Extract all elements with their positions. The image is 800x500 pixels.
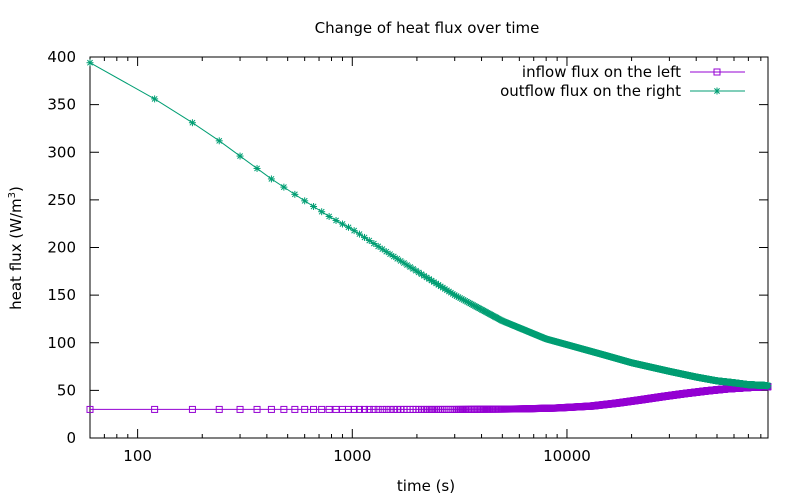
legend-label-inflow: inflow flux on the left: [522, 63, 681, 81]
series-line: [89, 62, 768, 387]
data-point: [350, 405, 358, 413]
y-tick-label: 350: [47, 96, 76, 114]
data-point: [365, 405, 373, 413]
data-point: [253, 405, 261, 413]
data-point: [332, 216, 340, 224]
data-point: [267, 405, 275, 413]
data-point: [370, 240, 378, 248]
data-point: [361, 405, 369, 413]
data-point: [374, 405, 382, 413]
data-point: [344, 223, 352, 231]
x-tick-label: 1000: [333, 447, 371, 465]
data-point: [764, 382, 772, 390]
legend: inflow flux on the left outflow flux on …: [500, 63, 745, 100]
series-outflow: [86, 59, 772, 390]
data-point: [86, 59, 94, 67]
data-point: [310, 203, 318, 211]
data-point: [386, 405, 394, 413]
data-point: [267, 175, 275, 183]
data-point: [215, 405, 223, 413]
y-tick-label: 250: [47, 191, 76, 209]
data-point: [151, 405, 159, 413]
data-point: [291, 190, 299, 198]
data-point: [188, 119, 196, 127]
series-layer: [86, 59, 772, 413]
axis-ticks: 0 50 100 150 200 250 300 350 400 100 1000 10000: [47, 48, 768, 465]
data-point: [310, 405, 318, 413]
data-point: [236, 152, 244, 160]
data-point: [338, 220, 346, 228]
data-point: [291, 405, 299, 413]
data-point: [318, 208, 326, 216]
data-point: [378, 405, 386, 413]
x-tick-label: 10000: [543, 447, 591, 465]
data-point: [325, 212, 333, 220]
y-tick-label: 0: [66, 429, 76, 447]
legend-marker-sample: [713, 87, 721, 95]
data-point: [301, 405, 309, 413]
data-point: [318, 405, 326, 413]
data-point: [382, 248, 390, 256]
data-point: [253, 164, 261, 172]
chart-title: Change of heat flux over time: [315, 19, 540, 37]
data-point: [355, 230, 363, 238]
data-point: [378, 245, 386, 253]
data-point: [188, 405, 196, 413]
data-point: [374, 242, 382, 250]
data-point: [350, 227, 358, 235]
data-point: [301, 197, 309, 205]
y-tick-label: 150: [47, 286, 76, 304]
y-axis-label: heat flux (W/m3): [7, 186, 25, 310]
y-tick-label: 300: [47, 143, 76, 161]
data-point: [86, 405, 94, 413]
y-tick-label: 50: [57, 381, 76, 399]
y-tick-label: 200: [47, 239, 76, 257]
data-point: [386, 250, 394, 258]
y-axis-label-main: heat flux (W/m: [7, 198, 25, 310]
data-point: [365, 237, 373, 245]
data-point: [280, 183, 288, 191]
legend-label-outflow: outflow flux on the right: [500, 82, 681, 100]
data-point: [390, 405, 398, 413]
data-point: [325, 405, 333, 413]
series-inflow: [86, 383, 772, 413]
data-point: [215, 137, 223, 145]
plot-frame: [89, 56, 769, 439]
x-axis-label: time (s): [397, 477, 455, 495]
data-point: [370, 405, 378, 413]
legend-samples: [690, 68, 745, 95]
data-point: [361, 233, 369, 241]
y-axis-label-close: ): [7, 186, 25, 192]
data-point: [236, 405, 244, 413]
x-tick-label: 100: [123, 447, 152, 465]
data-point: [390, 253, 398, 261]
y-tick-label: 400: [47, 48, 76, 66]
plot-border: [89, 56, 769, 439]
data-point: [382, 405, 390, 413]
data-point: [280, 405, 288, 413]
data-point: [355, 405, 363, 413]
data-point: [151, 95, 159, 103]
y-tick-label: 100: [47, 334, 76, 352]
